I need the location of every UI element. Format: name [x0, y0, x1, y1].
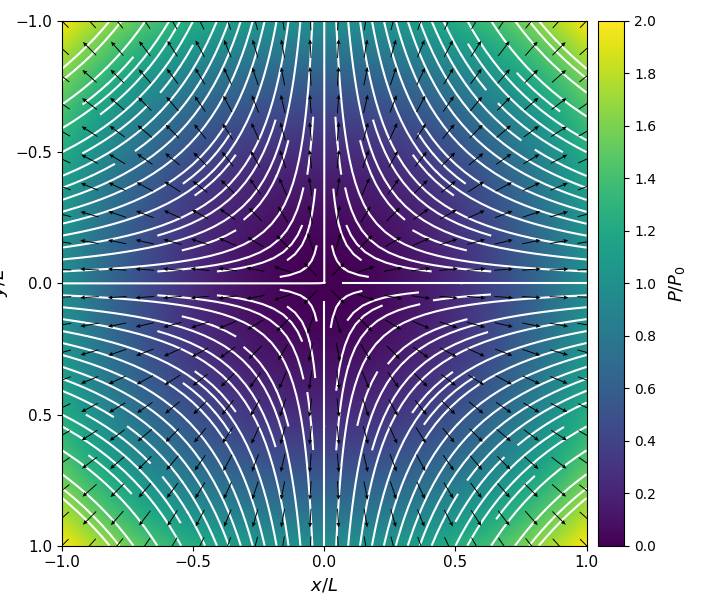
Y-axis label: $P/P_0$: $P/P_0$: [667, 265, 688, 302]
X-axis label: $x/L$: $x/L$: [311, 576, 339, 594]
Y-axis label: $y/L$: $y/L$: [0, 269, 10, 297]
